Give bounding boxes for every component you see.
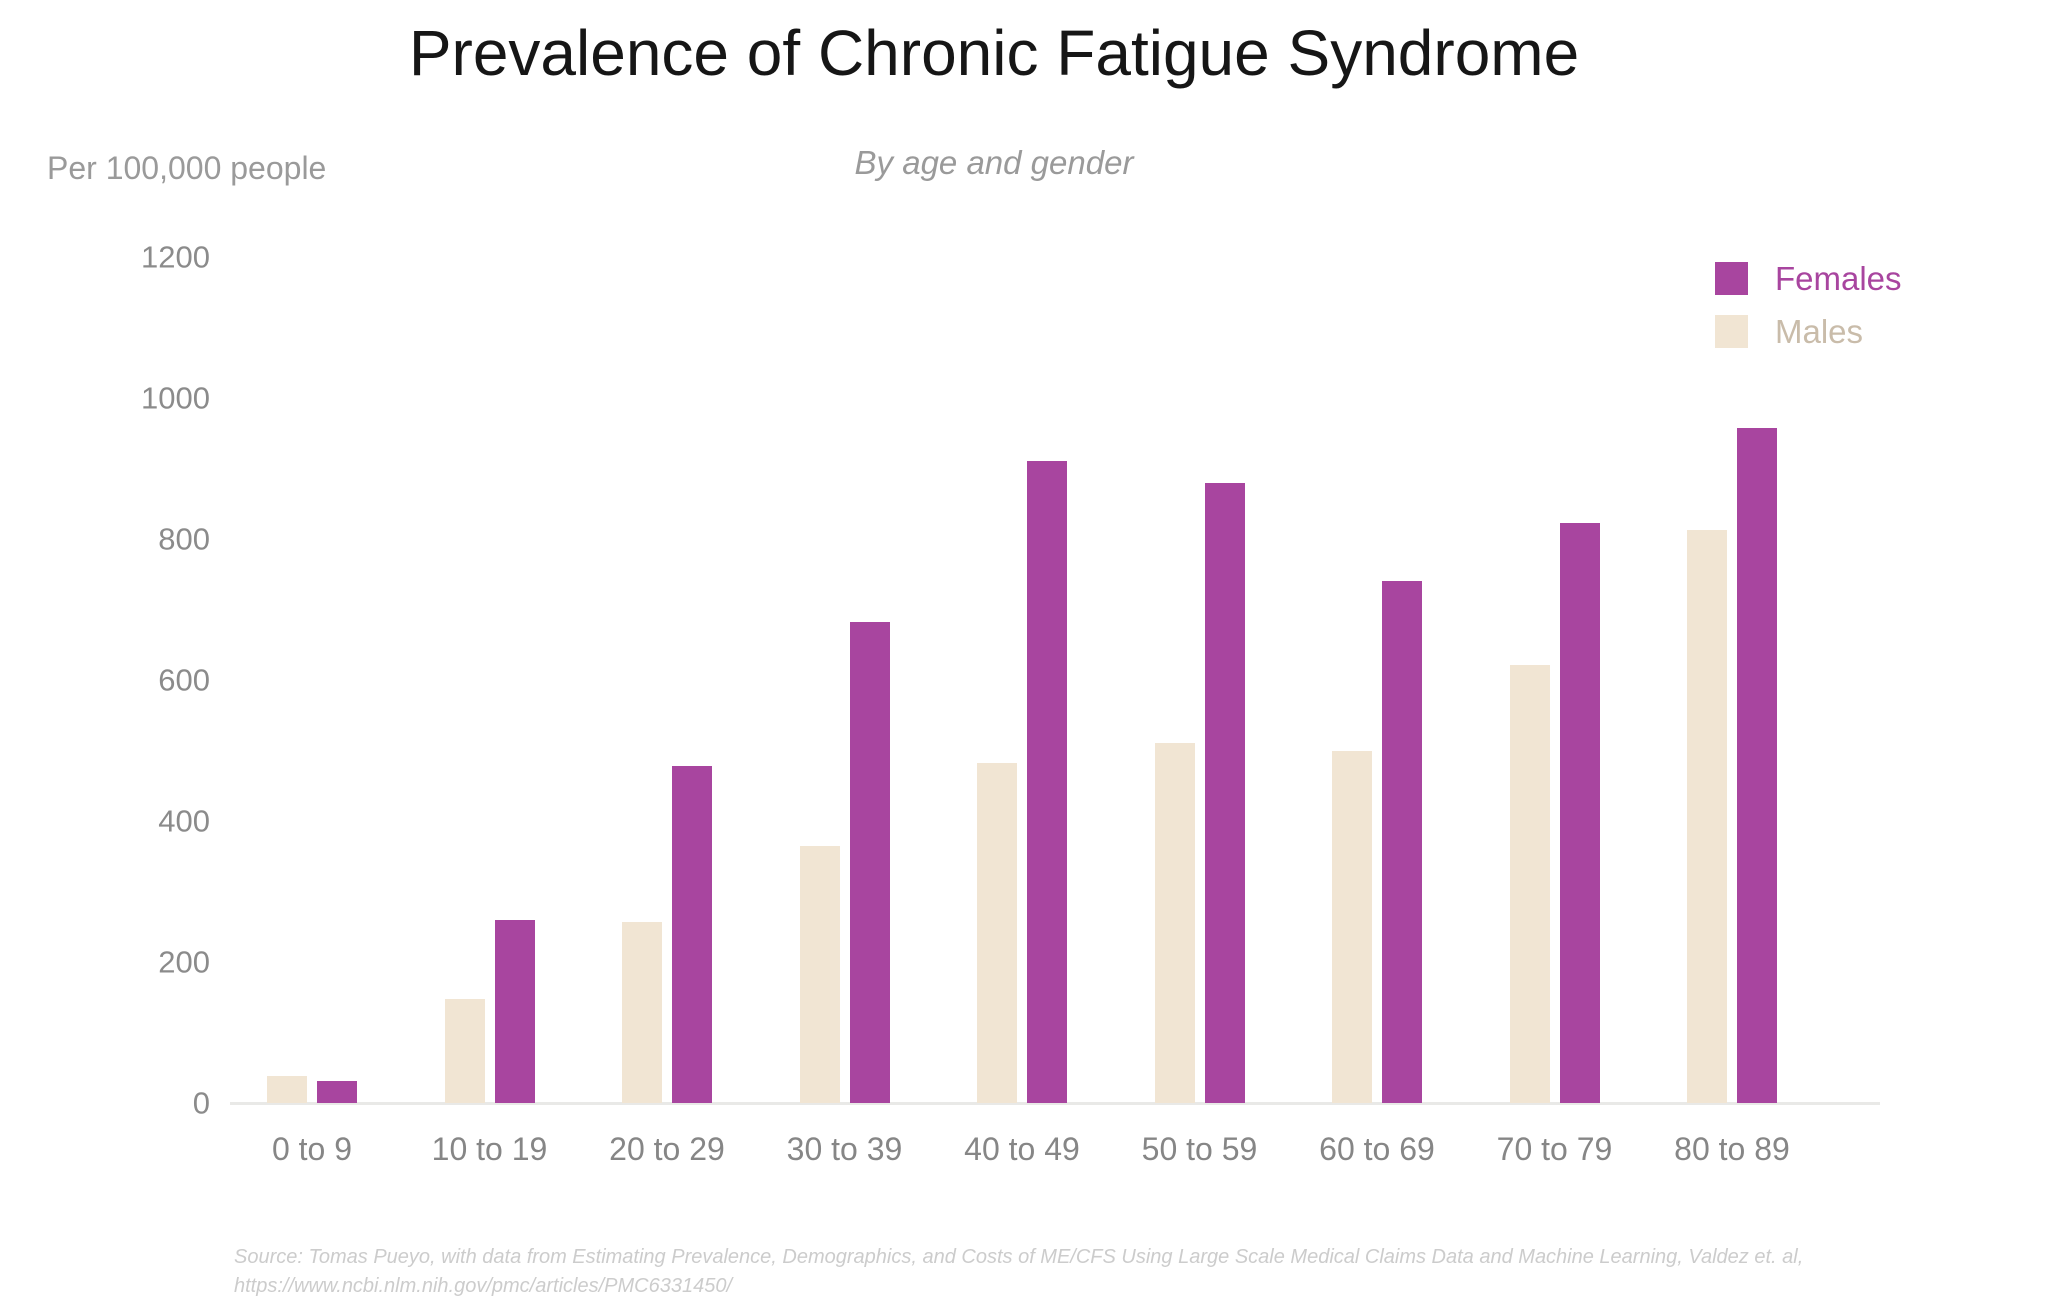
bar-group-60to69: 60 to 69	[1319, 257, 1435, 1165]
bar-females-80to89	[1737, 427, 1777, 1103]
females-legend-label: Females	[1775, 260, 1902, 297]
bar-males-10to19	[444, 999, 485, 1103]
x-axis-label-10to19: 10 to 19	[431, 1131, 548, 1167]
y-tick-label-0: 0	[192, 1085, 210, 1121]
bar-females-60to69	[1382, 581, 1422, 1103]
females-swatch	[1715, 262, 1748, 295]
bar-females-40to49	[1027, 460, 1067, 1103]
y-tick-label-600: 600	[158, 662, 210, 698]
source-note: Source: Tomas Pueyo, with data from Esti…	[234, 1243, 1803, 1301]
y-tick-label-400: 400	[158, 803, 210, 839]
bar-males-20to29	[622, 921, 662, 1103]
bar-group-50to59: 50 to 59	[1142, 257, 1257, 1165]
chart-subtitle: By age and gender	[854, 144, 1134, 181]
y-tick-label-200: 200	[158, 944, 210, 980]
bar-group-20to29: 20 to 29	[609, 257, 725, 1165]
bar-group-40to49: 40 to 49	[964, 257, 1080, 1165]
source-line-1: Source: Tomas Pueyo, with data from Esti…	[234, 1246, 1804, 1268]
x-axis-line	[230, 1102, 1880, 1105]
bar-females-30to39	[849, 621, 890, 1103]
x-axis-label-80to89: 80 to 89	[1674, 1131, 1790, 1167]
x-axis-label-70to79: 70 to 79	[1496, 1131, 1613, 1167]
bar-females-70to79	[1559, 522, 1600, 1103]
x-axis-label-60to69: 60 to 69	[1319, 1131, 1435, 1167]
bar-group-0to9: 0 to 9	[267, 257, 357, 1165]
bar-group-80to89: 80 to 89	[1674, 257, 1790, 1165]
x-axis-label-0to9: 0 to 9	[271, 1131, 353, 1167]
legend: Females Males	[1715, 262, 1902, 368]
bar-males-80to89	[1687, 529, 1727, 1103]
x-axis-label-50to59: 50 to 59	[1141, 1131, 1258, 1167]
legend-item-females: Females	[1715, 262, 1902, 295]
y-axis: 0 200 400 600 800 1000 1200	[70, 242, 210, 1119]
bar-males-0to9	[267, 1076, 307, 1103]
x-axis-label-30to39: 30 to 39	[786, 1131, 903, 1167]
x-axis-label-40to49: 40 to 49	[964, 1131, 1080, 1167]
bar-females-20to29	[672, 766, 712, 1103]
bar-males-40to49	[977, 763, 1017, 1103]
y-tick-label-1000: 1000	[141, 380, 210, 416]
bar-females-10to19	[494, 919, 535, 1103]
bar-males-70to79	[1509, 664, 1550, 1103]
x-axis-label-20to29: 20 to 29	[609, 1131, 725, 1167]
bar-males-50to59	[1154, 743, 1195, 1103]
males-swatch	[1715, 315, 1748, 348]
bar-females-50to59	[1204, 482, 1245, 1103]
y-axis-unit-label: Per 100,000 people	[47, 150, 327, 186]
bar-females-0to9	[317, 1081, 357, 1103]
y-tick-label-1200: 1200	[141, 239, 210, 275]
bar-males-30to39	[799, 846, 840, 1103]
plot-area: 0 to 9 10 to 19 20 to 29 30 to 39 40 to 49 50…	[230, 257, 1880, 1165]
legend-item-males: Males	[1715, 315, 1902, 348]
bar-group-10to19: 10 to 19	[432, 257, 547, 1165]
males-legend-label: Males	[1775, 313, 1864, 350]
y-tick-label-800: 800	[158, 521, 210, 557]
chart-title: Prevalence of Chronic Fatigue Syndrome	[408, 17, 1580, 89]
bar-group-70to79: 70 to 79	[1497, 257, 1612, 1165]
bar-males-60to69	[1332, 750, 1372, 1103]
bar-group-30to39: 30 to 39	[787, 257, 902, 1165]
source-line-2: https://www.ncbi.nlm.nih.gov/pmc/article…	[234, 1275, 732, 1297]
